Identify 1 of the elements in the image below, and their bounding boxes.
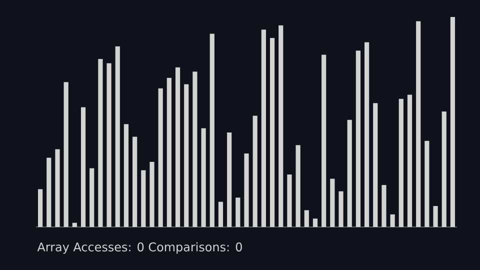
- text: Array Accesses: 0 Comparisons: 0: [37, 242, 242, 254]
